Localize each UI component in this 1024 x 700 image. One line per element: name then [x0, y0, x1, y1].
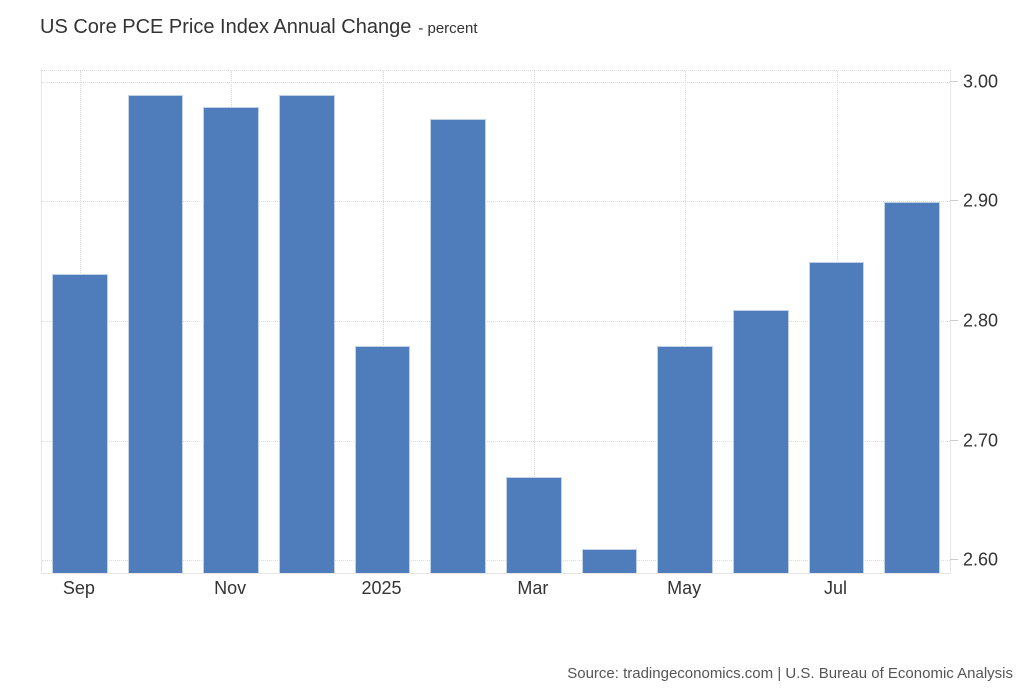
- h-gridline-2.70: [42, 440, 950, 442]
- bar-Nov[interactable]: [203, 106, 260, 573]
- bar-Feb[interactable]: [430, 118, 487, 573]
- v-gridline-2025: [382, 71, 384, 573]
- y-axis-label-2.70: 2.70: [963, 430, 999, 451]
- x-axis-labels: Sep Nov 2025 Mar May Jul: [41, 578, 949, 604]
- chart-title-units: - percent: [418, 20, 478, 37]
- v-gridline-May: [685, 71, 687, 573]
- x-axis-label-2025: 2025: [361, 578, 402, 598]
- bar-Oct[interactable]: [127, 94, 184, 573]
- bar-Jun[interactable]: [732, 310, 789, 573]
- x-axis-label-Mar: Mar: [517, 578, 549, 598]
- y-tick-mark-2.80: [950, 320, 958, 321]
- y-axis-labels: 2.60 2.70 2.80 2.90 3.00: [950, 70, 1024, 572]
- y-tick-mark-2.60: [950, 559, 958, 561]
- y-tick-mark-3.00: [950, 80, 958, 82]
- chart-header: US Core PCE Price Index Annual Change - p…: [40, 16, 478, 39]
- y-tick-mark-2.70: [950, 439, 958, 441]
- bar-Sep[interactable]: [51, 274, 108, 573]
- bar-Dec[interactable]: [278, 94, 335, 573]
- bar-Aug[interactable]: [884, 202, 941, 573]
- h-gridline-2.90: [42, 201, 950, 203]
- x-axis-label-May: May: [667, 578, 702, 598]
- chart-title: US Core PCE Price Index Annual Change: [40, 16, 412, 38]
- bar-Jul[interactable]: [808, 262, 865, 573]
- h-gridline-2.60: [42, 560, 950, 562]
- y-axis-label-2.80: 2.80: [963, 310, 999, 331]
- bar-May[interactable]: [657, 345, 714, 573]
- bar-Mar[interactable]: [505, 477, 562, 573]
- x-axis-label-Sep: Sep: [62, 578, 95, 598]
- source-attribution: Source: tradingeconomics.com | U.S. Bure…: [567, 665, 1013, 682]
- bar-Apr[interactable]: [581, 549, 638, 573]
- h-gridline-3.00: [42, 81, 950, 83]
- x-axis-label-Nov: Nov: [214, 578, 247, 598]
- v-gridline-Mar: [533, 71, 535, 573]
- plot-area: [41, 70, 951, 574]
- h-gridline-2.80: [42, 321, 950, 322]
- y-axis-label-3.00: 3.00: [963, 71, 999, 92]
- x-axis-label-Jul: Jul: [823, 578, 848, 598]
- y-tick-mark-2.90: [950, 200, 958, 202]
- y-axis-label-2.60: 2.60: [963, 549, 999, 570]
- bar-Jan[interactable]: [354, 345, 411, 573]
- y-axis-label-2.90: 2.90: [963, 190, 999, 211]
